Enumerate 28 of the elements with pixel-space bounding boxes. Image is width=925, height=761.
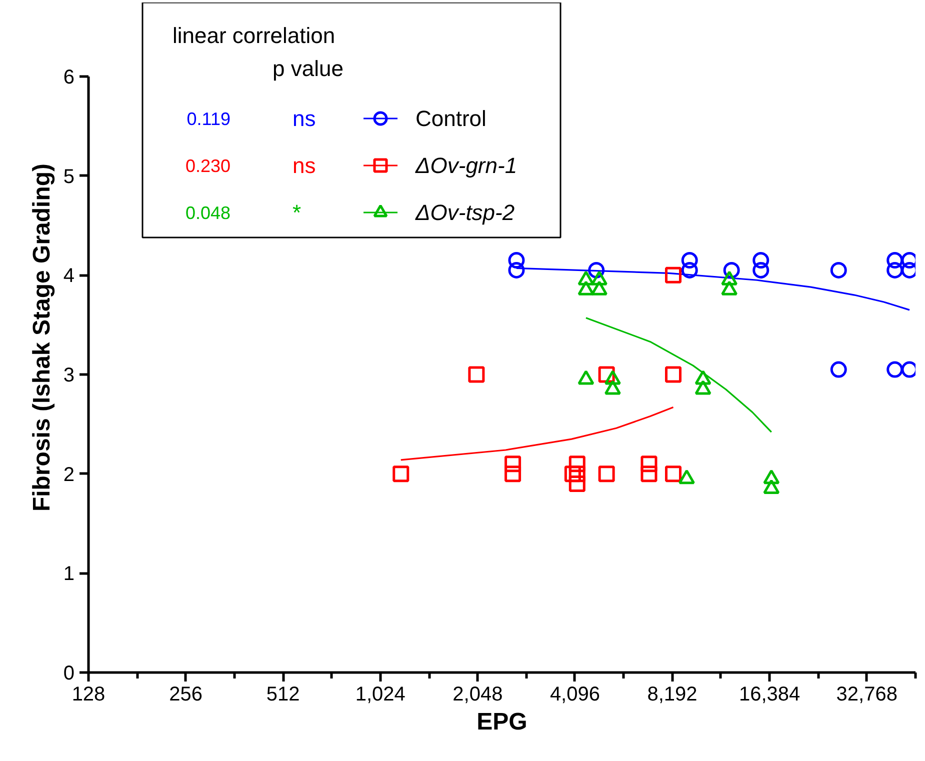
legend-label: ΔOv-grn-1 — [414, 153, 518, 178]
legend-label: Control — [416, 106, 486, 131]
x-tick-label: 256 — [169, 684, 202, 706]
x-tick-label: 1,024 — [355, 684, 406, 706]
legend-label: ΔOv-tsp-2 — [414, 200, 515, 225]
x-tick-label: 16,384 — [738, 684, 800, 706]
x-tick-label: 8,192 — [647, 684, 698, 706]
annotation: * — [292, 200, 302, 225]
x-tick-label: 32,768 — [836, 684, 898, 706]
x-tick-label: 512 — [266, 684, 300, 706]
y-tick-label: 2 — [63, 464, 74, 486]
annotation: ns — [292, 106, 316, 131]
x-tick-label: 128 — [72, 684, 106, 706]
y-tick-label: 6 — [63, 66, 74, 88]
y-tick-label: 0 — [63, 662, 74, 684]
y-tick-label: 3 — [63, 364, 74, 386]
legend-title: linear correlation p value — [172, 23, 344, 81]
x-tick-label: 2,048 — [452, 684, 503, 706]
x-tick-label: 4,096 — [550, 684, 600, 706]
annotation: ns — [292, 153, 316, 178]
y-tick-label: 4 — [63, 265, 74, 288]
y-tick-label: 1 — [63, 563, 74, 586]
y-tick-label: 5 — [63, 166, 74, 188]
y-axis-title: Fibrosis (Ishak Stage Grading) — [28, 163, 56, 512]
x-axis-title: EPG — [476, 708, 528, 736]
annotation: 0.230 — [185, 156, 231, 176]
annotation: 0.048 — [185, 203, 231, 223]
annotation: 0.119 — [186, 109, 231, 129]
